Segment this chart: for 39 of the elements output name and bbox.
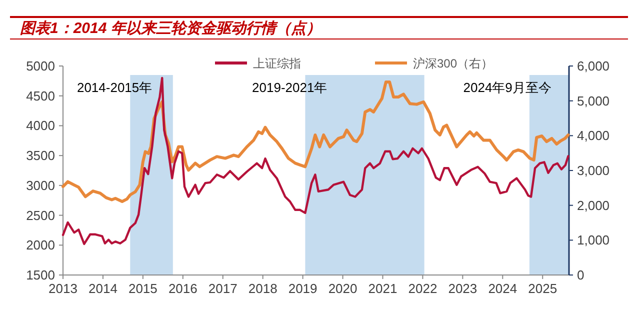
x-tick-label: 2019 (288, 281, 318, 296)
y2-tick-label: 2,000 (577, 198, 610, 213)
y-tick-label: 4500 (26, 88, 55, 104)
x-tick-label: 2018 (248, 281, 278, 296)
x-tick-label: 2014 (88, 281, 118, 296)
y2-tick-label: 4,000 (577, 128, 610, 144)
x-tick-label: 2013 (48, 281, 78, 296)
x-tick-label: 2015 (128, 281, 158, 296)
y2-tick-label: 6,000 (577, 58, 610, 74)
x-tick-label: 2024 (488, 281, 518, 296)
legend-label: 上证综指 (253, 56, 301, 70)
y2-tick-label: 0 (577, 268, 584, 282)
y-tick-label: 4000 (26, 118, 55, 134)
y2-tick-label: 3,000 (577, 163, 610, 178)
y-tick-label: 3000 (26, 178, 55, 193)
line-series (62, 76, 570, 246)
y-tick-label: 3500 (26, 148, 55, 164)
y-tick-label: 2000 (26, 238, 55, 253)
band-label: 2019-2021年 (252, 80, 328, 95)
x-tick-label: 2016 (168, 281, 198, 296)
band: 2024年9月至今 (463, 75, 569, 275)
band: 2014-2015年 (76, 75, 173, 275)
band-label: 2014-2015年 (76, 80, 152, 95)
y-tick-label: 2500 (26, 208, 55, 223)
x-tick-label: 2023 (448, 281, 478, 296)
band: 2019-2021年 (252, 75, 424, 275)
x-tick-label: 2021 (368, 281, 398, 296)
x-tick-label: 2020 (328, 281, 358, 296)
chart-title: 图表1：2014 年以来三轮资金驱动行情（点） (20, 20, 321, 37)
line-series (62, 80, 570, 203)
y2-tick-label: 5,000 (577, 93, 610, 108)
y-tick-label: 5000 (26, 58, 55, 74)
band-label: 2024年9月至今 (463, 80, 552, 95)
legend-label: 沪深300（右） (413, 56, 494, 70)
x-tick-label: 2017 (208, 281, 238, 296)
y2-tick-label: 1,000 (577, 232, 610, 248)
x-tick-label: 2025 (528, 281, 558, 296)
x-tick-label: 2022 (408, 281, 438, 296)
y-tick-label: 1500 (26, 268, 55, 282)
